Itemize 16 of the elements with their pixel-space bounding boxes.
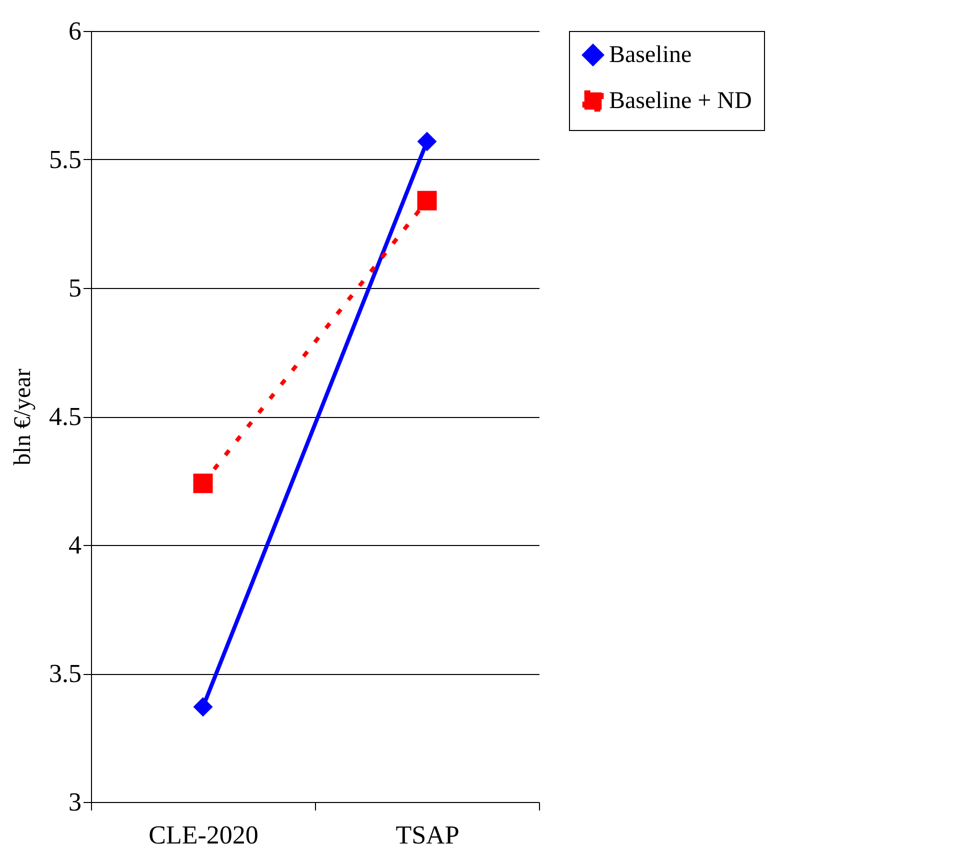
y-axis-title: bln €/year — [10, 368, 36, 466]
y-tick-label: 5 — [68, 274, 82, 302]
point — [193, 474, 213, 494]
legend-label: Baseline — [609, 42, 692, 68]
legend-label: Baseline + ND — [609, 88, 752, 114]
x-tick-label: TSAP — [396, 820, 460, 850]
x-tick-label: CLE-2020 — [148, 820, 258, 850]
y-tick-label: 4 — [68, 530, 82, 560]
y-tick-label: 6 — [68, 16, 82, 46]
y-tick-label: 3.5 — [49, 659, 82, 688]
point — [193, 697, 213, 717]
y-tick-label: 3 — [68, 788, 82, 816]
point — [417, 132, 437, 152]
y-tick-label: 5.5 — [49, 145, 82, 174]
point — [417, 190, 437, 210]
y-tick-label: 4.5 — [49, 402, 82, 431]
